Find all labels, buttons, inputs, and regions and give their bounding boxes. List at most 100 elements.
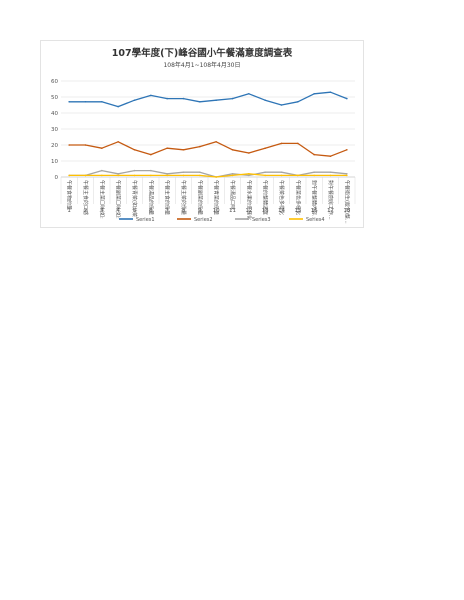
- x-category-label: 午餐食物的量: [66, 180, 73, 210]
- series-1-point: [329, 91, 332, 93]
- x-index-label: 4: [116, 208, 120, 214]
- legend-label-1: Series1: [136, 217, 155, 223]
- series-4-point: [248, 173, 250, 175]
- series-2-point: [313, 153, 315, 156]
- x-index-label: 15: [294, 208, 301, 214]
- series-1-point: [150, 94, 152, 97]
- series-line-1: [69, 91, 348, 108]
- y-tick-label: 20: [51, 143, 58, 149]
- series-3-point: [313, 171, 315, 173]
- series-2-point: [231, 149, 234, 151]
- x-category-label: 午餐湯品的份量: [147, 180, 154, 215]
- series-3-point: [101, 169, 103, 172]
- x-category-label: 午餐主食的口感: [82, 180, 89, 215]
- x-category-label: 午餐主食的份量: [164, 180, 171, 215]
- series-2-point: [264, 147, 266, 149]
- legend-label-3: Series3: [252, 217, 271, 223]
- series-2-point: [280, 142, 283, 145]
- line-chart: 107學年度(下)峰谷國小午餐滿意度調查表 108年4月1~108年4月30日 …: [51, 47, 356, 224]
- x-category-label: 對午餐整體內容...: [311, 180, 318, 220]
- series-4-point: [215, 176, 217, 178]
- series-4-point: [280, 174, 283, 177]
- x-category-label: 午餐主菜的份量: [180, 180, 187, 215]
- series-4-point: [166, 174, 168, 177]
- series-4-point: [84, 174, 87, 177]
- series-2-point: [346, 149, 348, 151]
- x-index-label: 2: [84, 208, 88, 214]
- x-category-label: 午餐副菜口味(如:: [115, 180, 122, 219]
- series-1-point: [297, 101, 299, 103]
- series-1-point: [84, 101, 87, 103]
- x-index-label: 5: [133, 208, 137, 214]
- series-4-point: [297, 174, 299, 177]
- series-3-point: [264, 171, 266, 173]
- x-category-label: 午餐湯品口味: [229, 180, 236, 210]
- series-4-point: [199, 174, 201, 177]
- series-3-point: [199, 171, 201, 173]
- series-2-point: [101, 147, 103, 149]
- y-tick-label: 60: [51, 79, 58, 85]
- x-category-label: 午餐菜色多樣化: [294, 180, 301, 215]
- series-line-2: [69, 141, 348, 157]
- series-2-point: [150, 153, 152, 156]
- series-2-point: [215, 141, 217, 143]
- series-3-point: [231, 173, 234, 175]
- series-1-point: [166, 97, 168, 100]
- x-index-label: 17: [327, 208, 334, 214]
- series-3-point: [133, 169, 136, 172]
- series-3-point: [150, 169, 152, 172]
- series-4-point: [346, 174, 348, 177]
- chart-subtitle: 108年4月1~108年4月30日: [163, 61, 240, 69]
- x-index-label: 3: [100, 208, 104, 214]
- x-category-label: 午餐水果的多樣化: [245, 180, 252, 220]
- y-tick-label: 30: [51, 127, 58, 133]
- series-4-point: [264, 174, 266, 177]
- series-2-point: [199, 145, 201, 148]
- series-1-point: [133, 99, 136, 101]
- x-index-label: 8: [182, 208, 186, 214]
- series-2-point: [297, 142, 299, 145]
- legend-label-4: Series4: [306, 217, 325, 223]
- x-index-label: 16: [311, 208, 318, 214]
- x-index-label: 9: [198, 208, 202, 214]
- y-tick-label: 50: [51, 95, 58, 101]
- x-category-label: 午餐青菜(如炒菜: [131, 180, 138, 217]
- series-1-point: [346, 97, 348, 100]
- series-3-point: [182, 171, 185, 173]
- chart-card: 107學年度(下)峰谷國小午餐滿意度調查表 108年4月1~108年4月30日 …: [40, 40, 364, 228]
- series-4-point: [133, 174, 136, 177]
- series-3-point: [329, 171, 332, 173]
- series-2-point: [166, 147, 168, 149]
- series-2-point: [117, 141, 119, 143]
- series-3-point: [248, 174, 250, 177]
- x-index-label: 11: [229, 208, 236, 214]
- series-1-point: [182, 97, 185, 100]
- series-1-point: [117, 105, 119, 108]
- series-4-point: [313, 174, 315, 177]
- series-1-point: [215, 99, 217, 101]
- series-2-point: [182, 149, 185, 151]
- series-1-point: [199, 101, 201, 103]
- series-4-point: [117, 174, 119, 177]
- x-category-label: 午餐副菜的份量: [196, 180, 203, 215]
- x-index-label: 14: [278, 208, 285, 214]
- x-index-label: 13: [262, 208, 269, 214]
- x-category-label: 對午餐廚房工作...: [327, 180, 334, 220]
- series-2-point: [133, 149, 136, 151]
- series-1-point: [264, 99, 266, 101]
- chart-title: 107學年度(下)峰谷國小午餐滿意度調查表: [112, 47, 293, 59]
- series-line-4: [69, 173, 347, 178]
- y-tick-label: 10: [51, 159, 58, 165]
- series-4-point: [150, 174, 152, 177]
- legend-label-2: Series2: [194, 217, 213, 223]
- x-index-label: 7: [165, 208, 169, 214]
- series-3-point: [280, 171, 283, 173]
- series-1-point: [248, 93, 250, 95]
- x-index-label: 18: [343, 208, 350, 214]
- series-1-point: [231, 97, 234, 100]
- series-3-point: [166, 173, 168, 175]
- x-index-label: 6: [149, 208, 153, 214]
- series-1-point: [313, 93, 315, 95]
- x-category-label: 午餐衛生(飯包)整...: [343, 180, 350, 224]
- series-2-point: [248, 152, 250, 154]
